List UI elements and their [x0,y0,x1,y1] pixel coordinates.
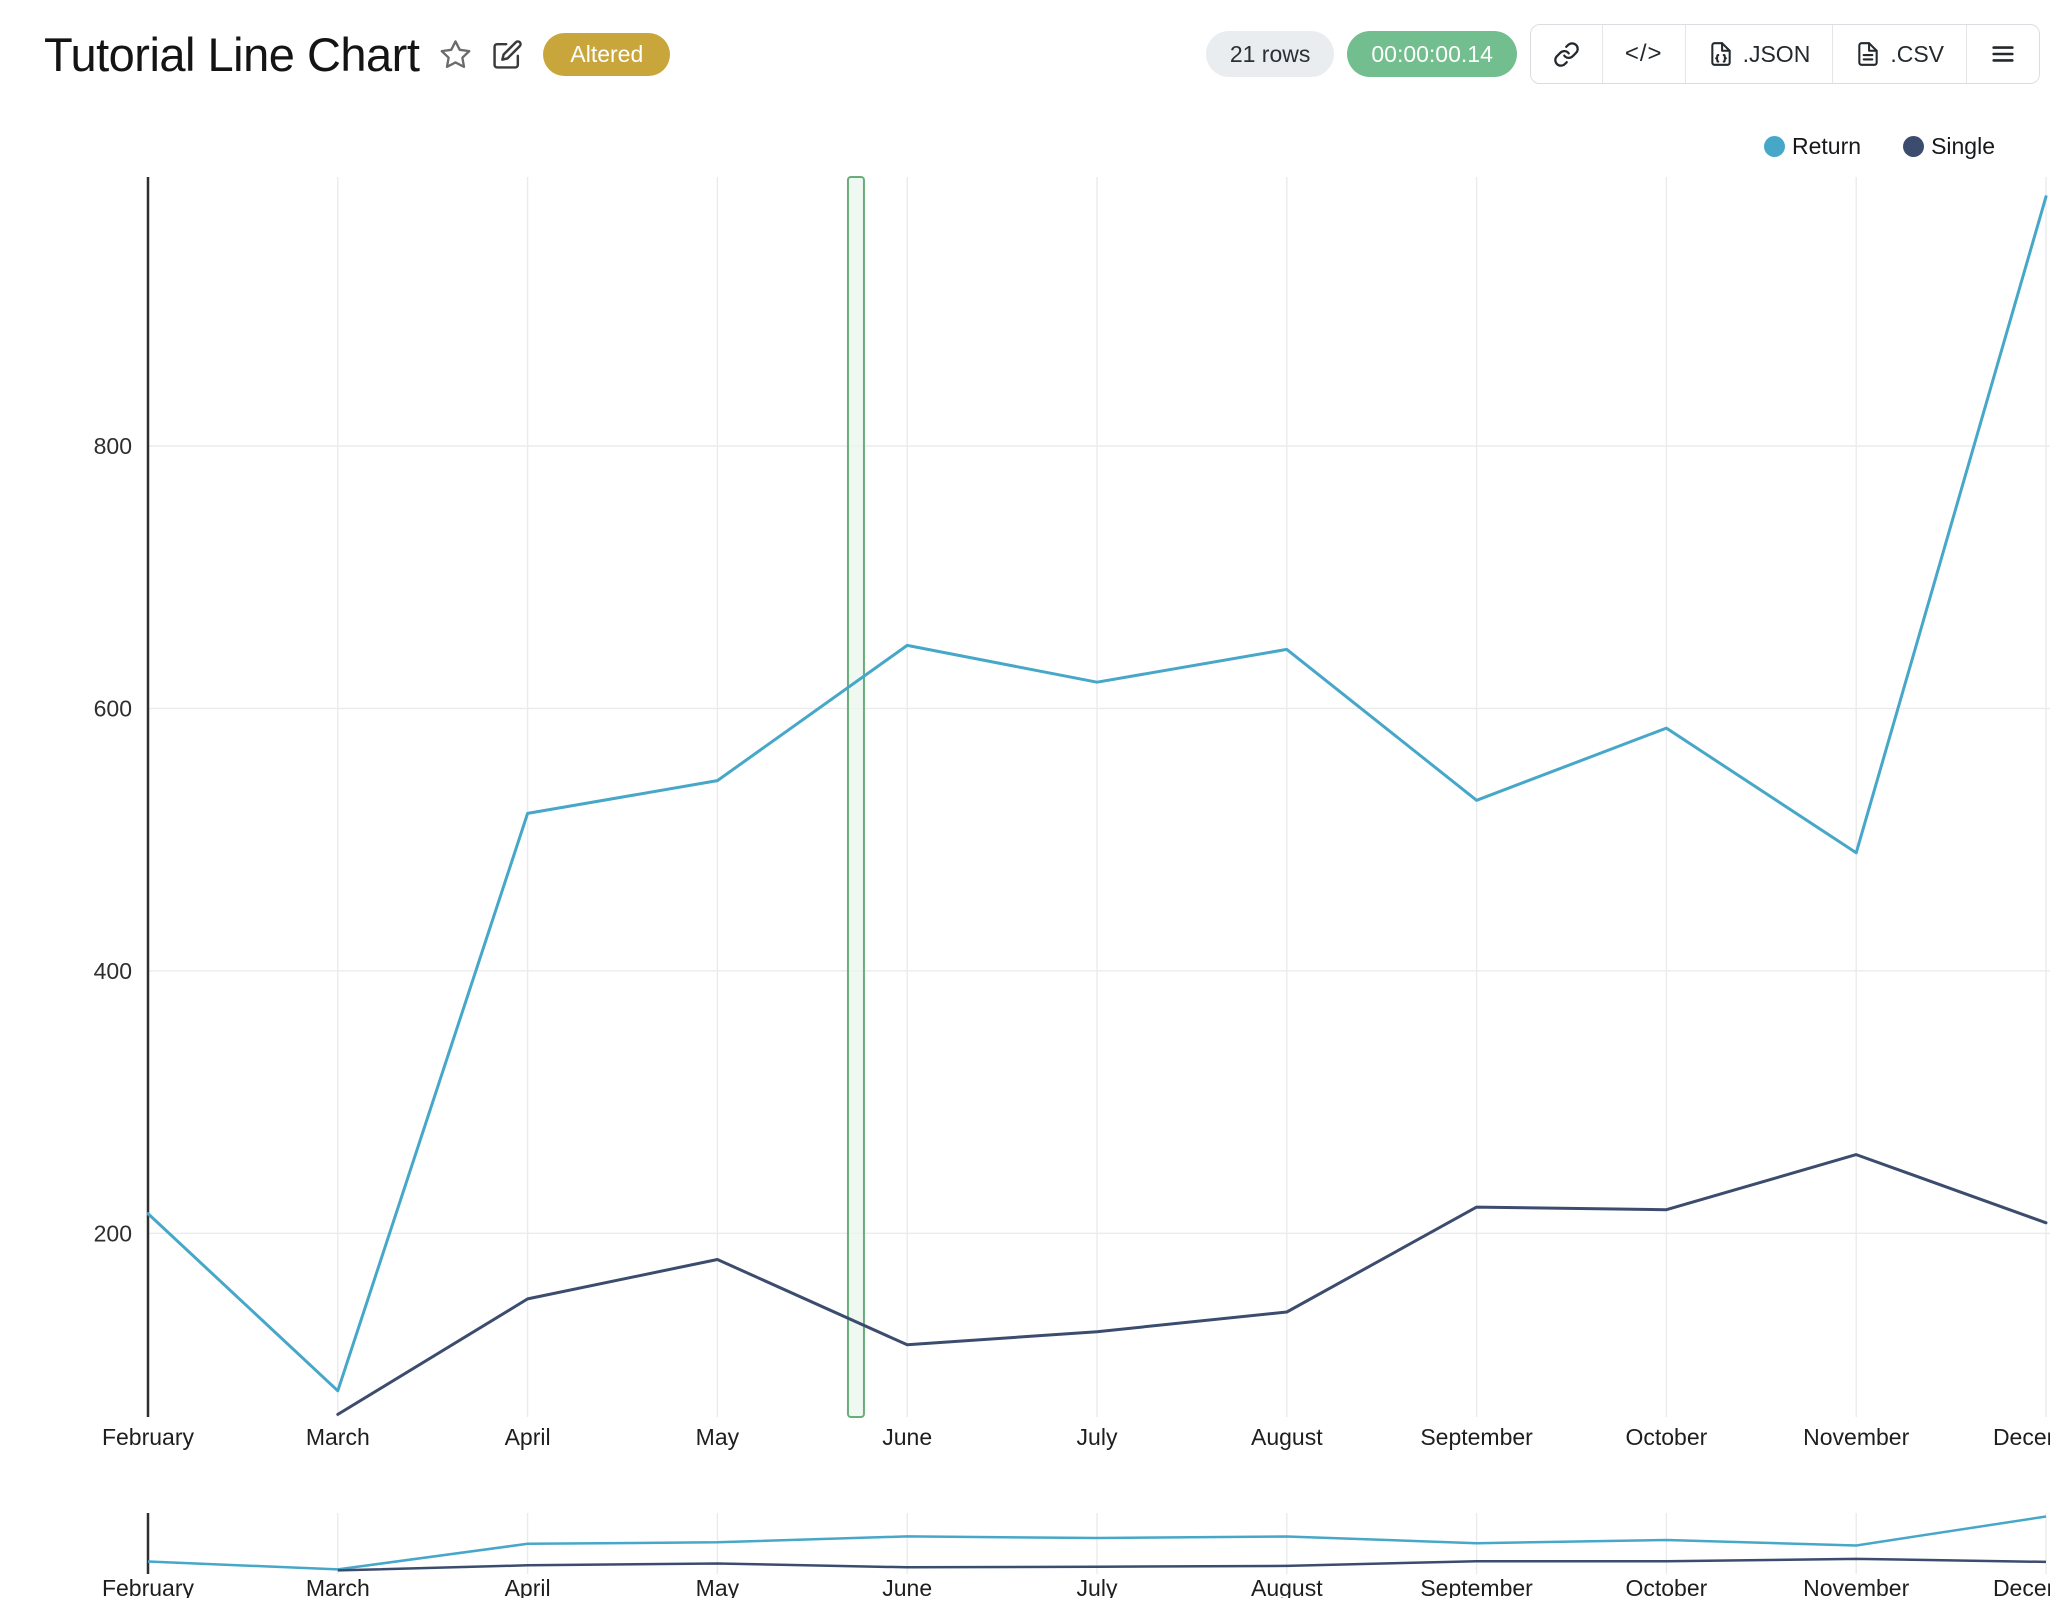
x-axis-month-label: November [1803,1424,1909,1450]
mini-x-axis-month-label: March [306,1575,370,1598]
x-axis-month-label: October [1625,1424,1707,1450]
hamburger-menu-icon [1992,46,2014,62]
line-chart-canvas[interactable]: 200 400 600 800 February February March March Ap… [0,130,2050,1598]
mini-x-axis-month-label: February [102,1575,195,1598]
y-axis-tick-label: 400 [94,958,132,984]
export-csv-button[interactable]: .CSV [1832,25,1966,83]
mini-x-axis-month-label: August [1251,1575,1323,1598]
row-count-badge: 21 rows [1205,31,1335,77]
export-csv-label: .CSV [1890,40,1944,67]
x-axis-month-label: April [505,1424,551,1450]
code-icon: </> [1624,40,1663,67]
edit-icon[interactable] [492,39,523,70]
y-axis-tick-label: 600 [94,695,132,721]
header-left: Tutorial Line Chart Altered [44,27,671,82]
mini-x-axis-month-label: September [1420,1575,1533,1598]
export-toolbar: </> .JSON .CSV [1529,24,2040,84]
x-axis-month-label: July [1077,1424,1118,1450]
legend-label-single: Single [1931,133,1995,159]
x-axis-month-label: June [882,1424,932,1450]
x-axis-month-label: August [1251,1424,1323,1450]
mini-series-line-return[interactable] [147,1515,2047,1571]
y-axis-tick-label: 200 [94,1220,132,1246]
legend-item-return[interactable]: Return [1764,133,1861,160]
header: Tutorial Line Chart Altered 21 rows 00:0… [44,23,2040,85]
x-axis-month-label: September [1420,1424,1533,1450]
legend-label-return: Return [1792,133,1862,159]
mini-series-line-single[interactable] [337,1557,2047,1572]
mini-x-axis-month-label: October [1625,1575,1707,1598]
view-code-button[interactable]: </> [1601,25,1685,83]
annotation-band[interactable] [846,176,865,1418]
mini-x-axis-month-label: June [882,1575,932,1598]
x-axis-month-label: December [1993,1424,2050,1450]
json-file-icon [1710,42,1731,66]
favorite-star-icon[interactable] [439,38,472,71]
mini-x-axis-month-label: November [1803,1575,1909,1598]
mini-x-axis-month-label: May [696,1575,740,1598]
x-axis-month-label: March [306,1424,370,1450]
page-title: Tutorial Line Chart [44,27,420,81]
csv-file-icon [1858,42,1879,66]
legend-dot-single [1903,136,1925,157]
y-axis-tick-label: 800 [94,433,132,459]
legend-dot-return [1764,136,1786,157]
x-axis-month-label: February [102,1424,195,1450]
mini-x-axis-month-label: July [1077,1575,1118,1598]
menu-button[interactable] [1966,25,2039,83]
series-line-single[interactable] [336,1153,2048,1416]
status-badge: Altered [543,32,671,76]
export-json-button[interactable]: .JSON [1684,25,1833,83]
chart-legend: Return Single [1764,133,1995,160]
x-axis-month-label: May [696,1424,740,1450]
copy-link-button[interactable] [1530,25,1602,83]
legend-item-single[interactable]: Single [1903,133,1995,160]
link-icon [1554,41,1579,67]
header-right: 21 rows 00:00:00.14 </> .JSON [1205,24,2040,84]
export-json-label: .JSON [1742,40,1811,67]
mini-x-axis-month-label: December [1993,1575,2050,1598]
mini-x-axis-month-label: April [505,1575,551,1598]
series-line-return[interactable] [146,195,2048,1393]
elapsed-time-badge: 00:00:00.14 [1347,31,1517,77]
